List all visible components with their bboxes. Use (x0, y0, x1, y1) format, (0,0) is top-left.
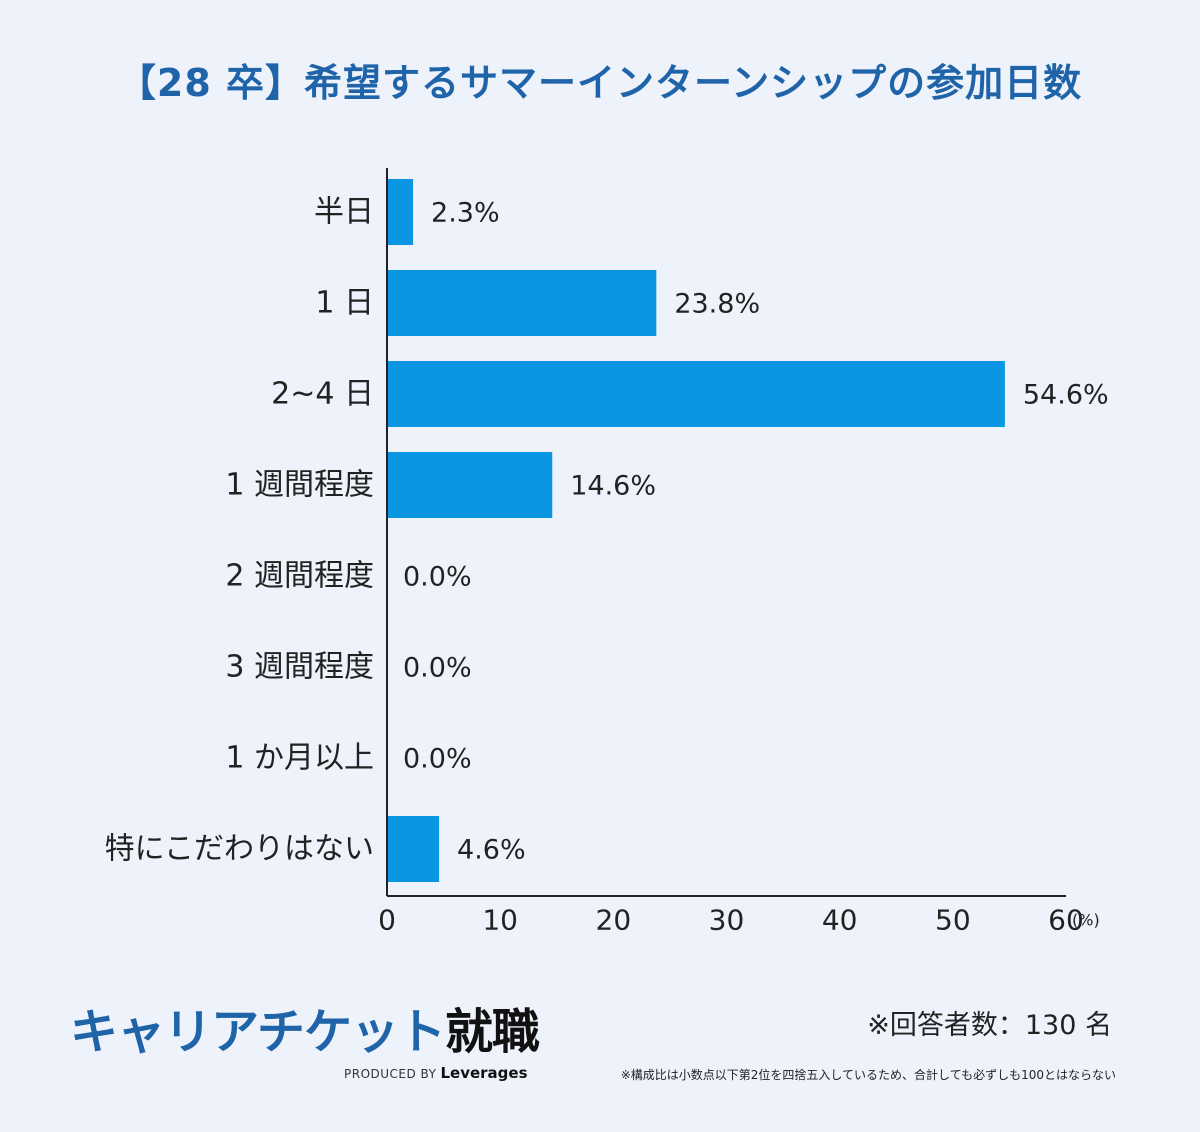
bar (387, 361, 1005, 427)
x-tick-label: 50 (935, 904, 971, 937)
company-name: Leverages (440, 1064, 528, 1082)
x-tick-label: 30 (709, 904, 745, 937)
x-axis-unit: (%) (1072, 911, 1100, 930)
brand-logo: キャリアチケット就職 (70, 1000, 540, 1064)
bar (387, 270, 657, 336)
bar (387, 179, 414, 245)
data-label: 0.0% (403, 744, 472, 775)
produced-by: PRODUCED BY Leverages (344, 1064, 528, 1082)
data-label: 2.3% (431, 198, 500, 229)
data-label: 23.8% (674, 289, 760, 320)
data-label: 0.0% (403, 562, 472, 593)
footnote: ※構成比は小数点以下第2位を四捨五入しているため、合計しても必ずしも100とはな… (620, 1068, 1116, 1082)
bar (387, 816, 440, 882)
x-tick-label: 60 (1048, 904, 1084, 937)
category-label: 1 日 (315, 286, 374, 321)
respondent-count: ※回答者数：130 名 (867, 1010, 1112, 1041)
category-label: 2~4 日 (271, 377, 374, 412)
brand-accent: 就職 (445, 1004, 540, 1060)
brand-name: キャリアチケット (70, 1004, 446, 1060)
data-label: 54.6% (1023, 380, 1109, 411)
bar (387, 452, 553, 518)
category-label: 2 週間程度 (225, 559, 374, 594)
x-tick-label: 40 (822, 904, 858, 937)
produced-by-label: PRODUCED BY (344, 1067, 437, 1081)
category-label: 1 か月以上 (225, 741, 374, 776)
category-label: 半日 (314, 195, 374, 230)
bar-chart: 半日 2.3% 1 日 23.8% 2~4 日 54.6% 1 週間程度 14.6% 2 週間程… (105, 168, 1109, 937)
category-label: 1 週間程度 (225, 468, 374, 503)
category-label: 特にこだわりはない (105, 832, 374, 867)
data-label: 0.0% (403, 653, 472, 684)
data-label: 4.6% (457, 835, 526, 866)
x-tick-label: 20 (596, 904, 632, 937)
data-label: 14.6% (570, 471, 656, 502)
category-label: 3 週間程度 (225, 650, 374, 685)
x-tick-label: 10 (482, 904, 518, 937)
x-tick-label: 0 (378, 904, 396, 937)
chart-title: 【28 卒】希望するサマーインターンシップの参加日数 (117, 61, 1083, 105)
